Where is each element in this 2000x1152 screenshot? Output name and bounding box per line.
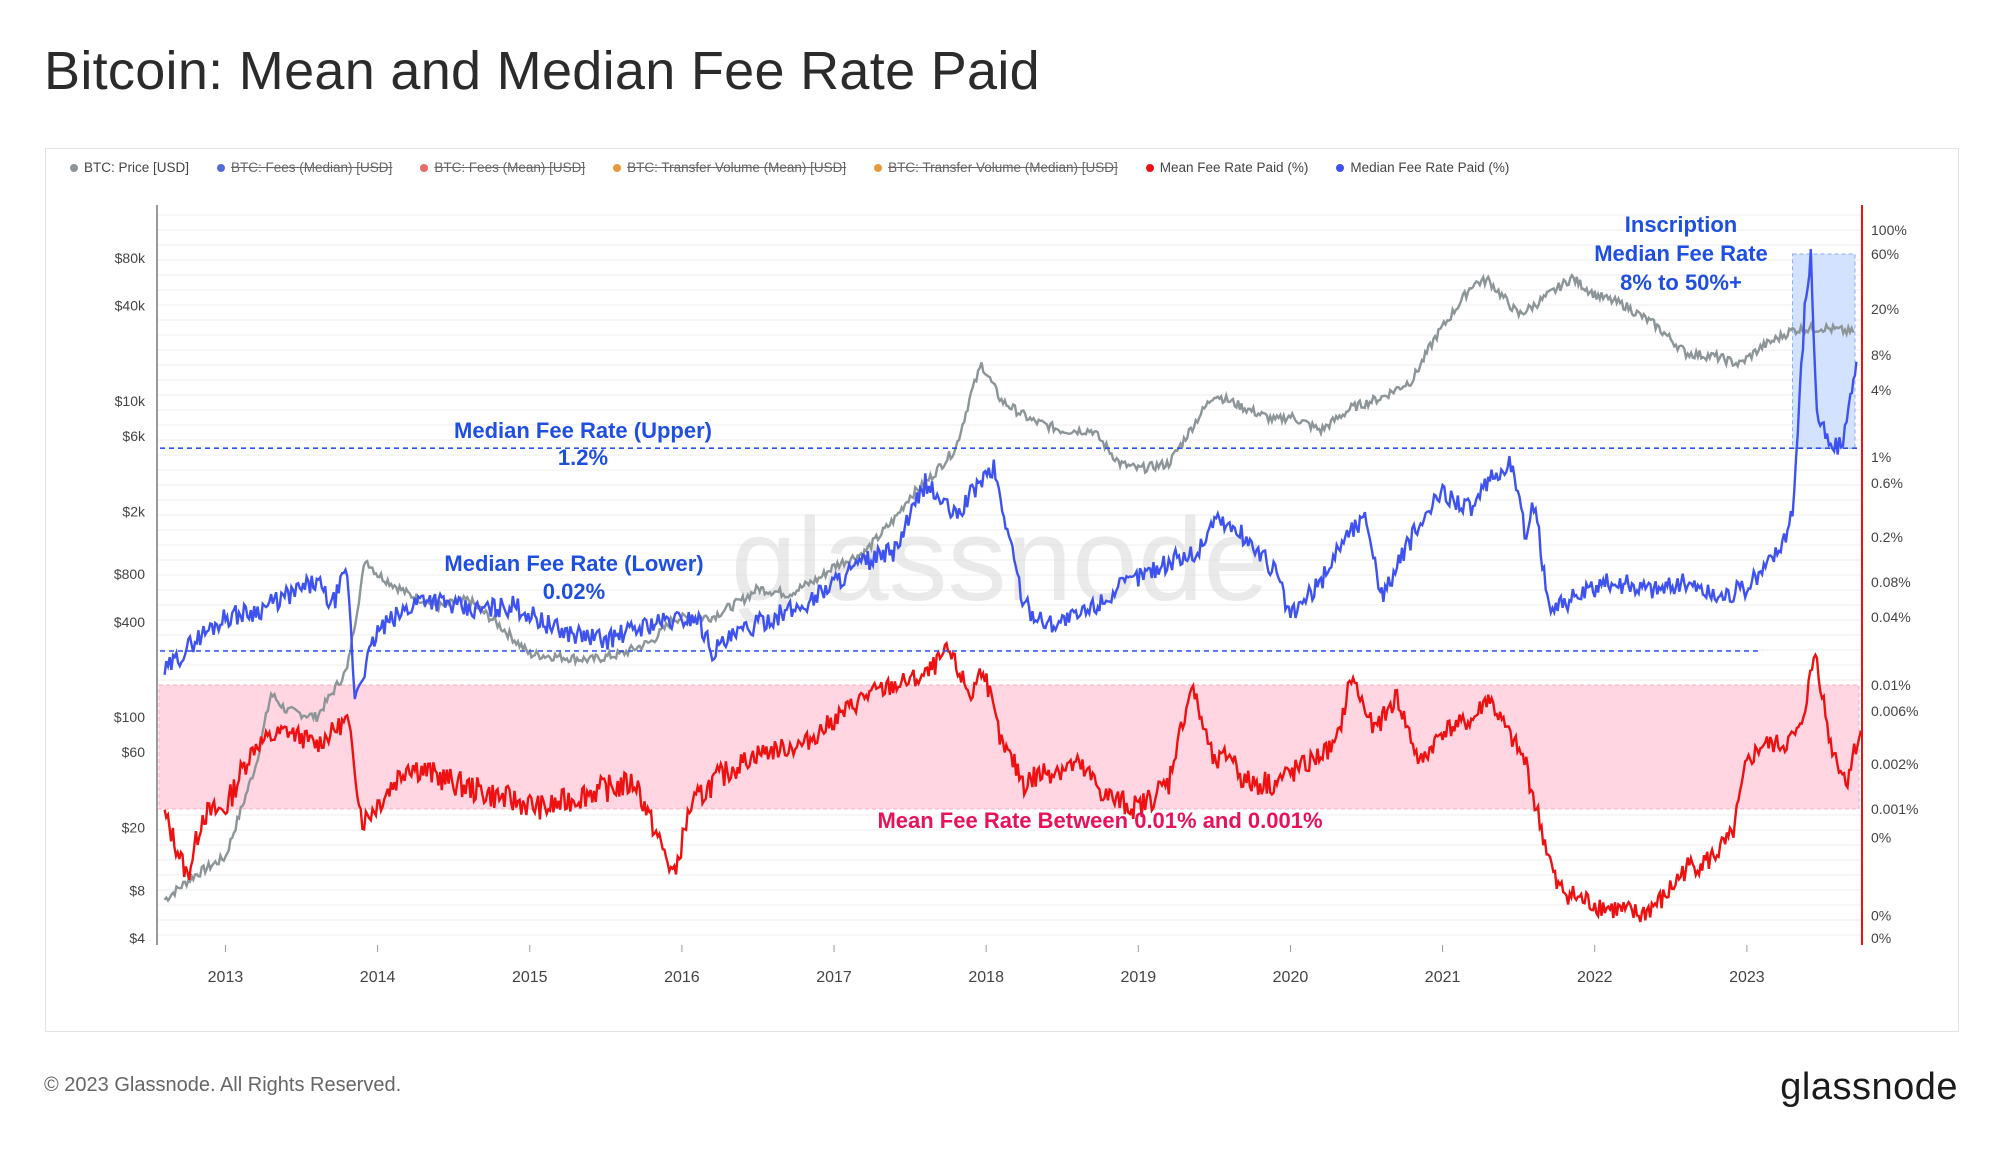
axes: $80k $40k $10k $6k $2k $800 $400 $100 $60 $20 $8 $4…: [114, 205, 1918, 986]
right-tick-label: 8%: [1871, 347, 1891, 363]
annotation-inscription-3: 8% to 50%+: [1620, 270, 1742, 295]
page-title: Bitcoin: Mean and Median Fee Rate Paid: [44, 41, 1040, 101]
brand-logo: glassnode: [1780, 1066, 1958, 1108]
x-tick-label: 2023: [1729, 969, 1765, 986]
right-tick-label: 0.04%: [1871, 609, 1911, 625]
legend-label: BTC: Fees (Median) [USD]: [231, 160, 393, 175]
copyright-footer: © 2023 Glassnode. All Rights Reserved.: [44, 1074, 402, 1096]
right-tick-label: 100%: [1871, 222, 1907, 238]
annotation-lower-value: 0.02%: [543, 579, 605, 604]
legend-label: BTC: Fees (Mean) [USD]: [434, 160, 586, 175]
series-lines: [163, 249, 1863, 923]
left-tick-label: $4: [129, 930, 145, 946]
legend-dot-icon: [217, 163, 226, 172]
x-tick-label: 2013: [208, 969, 244, 986]
right-tick-label: 0.006%: [1871, 703, 1918, 719]
legend-label: Mean Fee Rate Paid (%): [1159, 160, 1309, 175]
right-tick-label: 0.002%: [1871, 756, 1918, 772]
right-tick-label: 60%: [1871, 246, 1899, 262]
legend-item[interactable]: BTC: Price [USD]: [70, 160, 189, 175]
left-tick-label: $10k: [115, 393, 146, 409]
legend-dot-icon: [1336, 163, 1345, 172]
x-tick-label: 2018: [968, 969, 1004, 986]
right-tick-label: 0%: [1871, 907, 1891, 923]
right-tick-label: 0.08%: [1871, 574, 1911, 590]
right-tick-label: 1%: [1871, 449, 1891, 465]
x-tick-label: 2015: [512, 969, 548, 986]
x-tick-label: 2016: [664, 969, 700, 986]
right-tick-label: 0.2%: [1871, 529, 1903, 545]
legend-item[interactable]: BTC: Transfer Volume (Median) [USD]: [874, 160, 1118, 175]
x-tick-label: 2021: [1425, 969, 1461, 986]
left-tick-label: $6k: [122, 428, 146, 444]
legend-dot-icon: [1145, 163, 1154, 172]
left-tick-label: $2k: [122, 503, 146, 519]
right-tick-label: 0%: [1871, 830, 1891, 846]
legend-label: Median Fee Rate Paid (%): [1350, 160, 1510, 175]
annotation-inscription-1: Inscription: [1625, 212, 1737, 237]
left-tick-label: $8: [129, 882, 145, 898]
right-tick-label: 0.001%: [1871, 801, 1918, 817]
annotation-inscription-2: Median Fee Rate: [1594, 241, 1768, 266]
legend-item[interactable]: Median Fee Rate Paid (%): [1336, 160, 1509, 175]
right-tick-label: 20%: [1871, 301, 1899, 317]
legend-label: BTC: Price [USD]: [84, 160, 190, 175]
median-fee-series-line: [163, 249, 1858, 700]
legend-dot-icon: [613, 163, 622, 172]
annotation-lower-title: Median Fee Rate (Lower): [444, 551, 703, 576]
legend-item[interactable]: BTC: Fees (Median) [USD]: [217, 160, 392, 175]
legend-dot-icon: [420, 163, 429, 172]
left-tick-label: $400: [114, 614, 145, 630]
mean-fee-band: [158, 684, 1860, 810]
legend-item[interactable]: Mean Fee Rate Paid (%): [1145, 160, 1309, 175]
right-tick-label: 0.01%: [1871, 677, 1911, 693]
x-tick-label: 2022: [1577, 969, 1613, 986]
chart-legend: BTC: Price [USD] BTC: Fees (Median) [USD]…: [70, 160, 1509, 175]
x-tick-label: 2014: [360, 969, 396, 986]
legend-item[interactable]: BTC: Transfer Volume (Mean) [USD]: [613, 160, 846, 175]
legend-item[interactable]: BTC: Fees (Mean) [USD]: [420, 160, 585, 175]
legend-dot-icon: [874, 163, 883, 172]
reference-lines: [160, 447, 1861, 652]
right-tick-label: 4%: [1871, 382, 1891, 398]
right-tick-label: 0.6%: [1871, 475, 1903, 491]
legend-dot-icon: [70, 163, 78, 172]
x-tick-label: 2019: [1121, 969, 1157, 986]
left-tick-label: $20: [122, 819, 146, 835]
left-tick-label: $800: [114, 566, 145, 582]
left-tick-label: $100: [114, 709, 145, 725]
x-tick-label: 2017: [816, 969, 852, 986]
left-tick-label: $60: [122, 744, 146, 760]
annotations: Median Fee Rate (Upper) 1.2% Median Fee …: [444, 212, 1767, 833]
legend-label: BTC: Transfer Volume (Mean) [USD]: [627, 160, 847, 175]
left-tick-label: $80k: [115, 250, 146, 266]
legend-label: BTC: Transfer Volume (Median) [USD]: [888, 160, 1118, 175]
annotation-upper-value: 1.2%: [558, 445, 608, 470]
left-tick-label: $40k: [115, 298, 146, 314]
right-tick-label: 0%: [1871, 930, 1891, 946]
mean-fee-series-line: [163, 640, 1863, 923]
annotation-upper-title: Median Fee Rate (Upper): [454, 418, 712, 443]
x-tick-label: 2020: [1273, 969, 1309, 986]
annotation-mean-band: Mean Fee Rate Between 0.01% and 0.001%: [877, 808, 1322, 833]
